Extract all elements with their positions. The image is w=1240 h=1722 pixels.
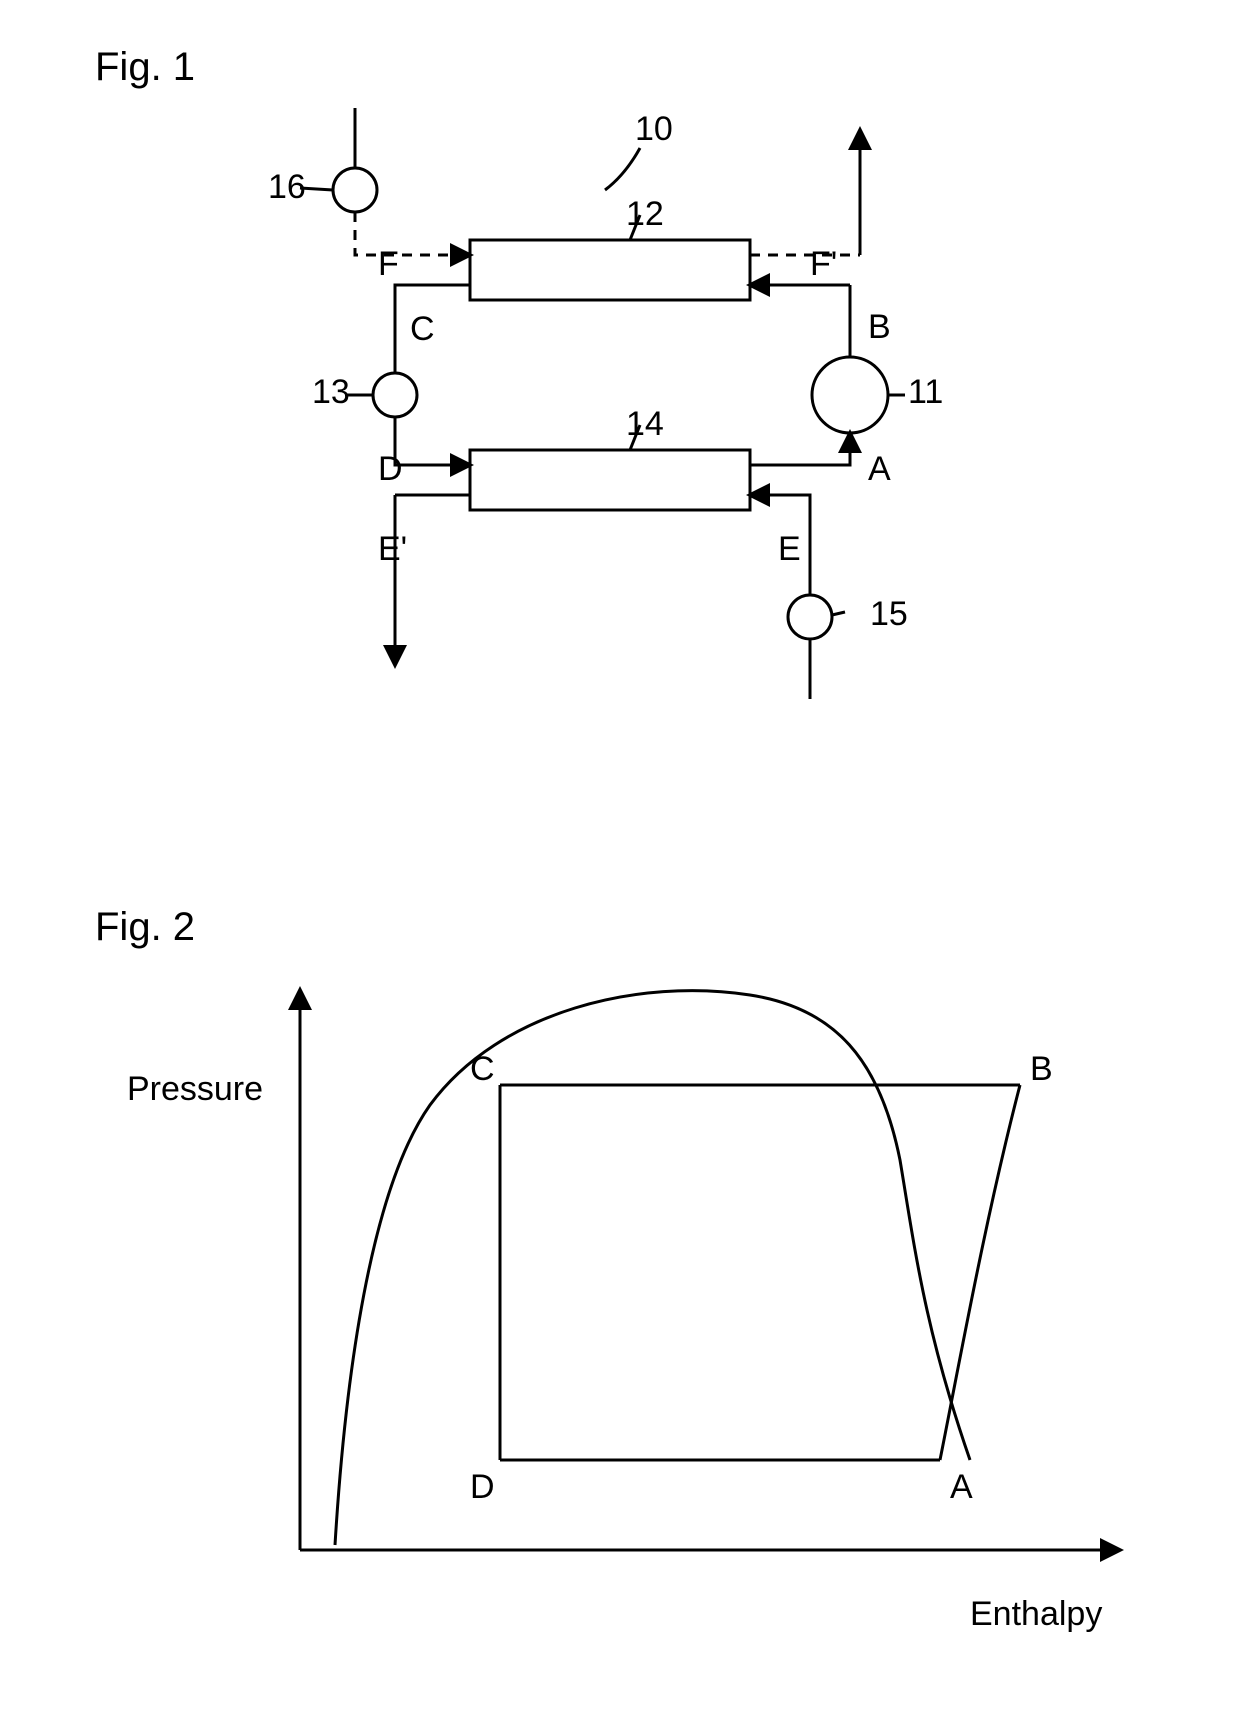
c15-tick	[832, 612, 845, 615]
fig2-point-D: D	[470, 1468, 495, 1506]
evaporator-box-14	[470, 450, 750, 510]
pipe-14-to-11	[750, 433, 850, 465]
fig1-title: Fig. 1	[95, 45, 195, 89]
box12-label: 12	[626, 195, 664, 233]
ref-10-leader	[605, 148, 640, 190]
figure-2: Fig. 2 Pressure Enthalpy C B D A	[95, 905, 1120, 1633]
compressor-circle-11	[812, 357, 888, 433]
fig1-point-E: E	[778, 530, 801, 568]
c13-label: 13	[312, 373, 350, 411]
fig1-point-C: C	[410, 310, 435, 348]
y-axis-label: Pressure	[127, 1070, 263, 1108]
condenser-box-12	[470, 240, 750, 300]
x-axis-label: Enthalpy	[970, 1595, 1102, 1633]
ref-10-label: 10	[635, 110, 673, 148]
pump-circle-16	[333, 168, 377, 212]
c15-label: 15	[870, 595, 908, 633]
fig1-point-Fp: F'	[810, 245, 837, 283]
fig2-point-A: A	[950, 1468, 973, 1506]
curve-a-b	[940, 1085, 1020, 1460]
figure-1: Fig. 1 10 12 14 11 13 15 16	[95, 45, 943, 699]
saturation-dome	[335, 991, 970, 1545]
fig2-point-labels: C B D A	[470, 1050, 1053, 1506]
box14-label: 14	[626, 405, 664, 443]
c16-tick	[300, 188, 333, 190]
dashed-f	[355, 212, 470, 255]
fig2-point-B: B	[1030, 1050, 1053, 1088]
fig1-point-Ep: E'	[378, 530, 407, 568]
c11-label: 11	[908, 373, 943, 411]
fig1-point-F: F	[378, 245, 399, 283]
pipe-13-to-14	[395, 417, 470, 465]
fig1-point-D: D	[378, 450, 403, 488]
figure-canvas: Fig. 1 10 12 14 11 13 15 16	[0, 0, 1240, 1722]
pump-circle-15	[788, 595, 832, 639]
fig1-point-A: A	[868, 450, 891, 488]
fig2-title: Fig. 2	[95, 905, 195, 949]
fig1-point-B: B	[868, 308, 891, 346]
expansion-circle-13	[373, 373, 417, 417]
fig2-point-C: C	[470, 1050, 495, 1088]
